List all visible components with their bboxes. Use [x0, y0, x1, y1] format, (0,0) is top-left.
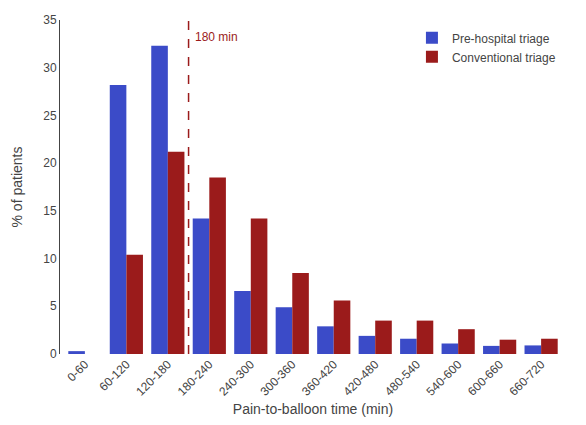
svg-text:Pre-hospital triage: Pre-hospital triage: [452, 32, 550, 46]
svg-text:30: 30: [43, 61, 57, 75]
svg-text:240-300: 240-300: [216, 357, 257, 398]
svg-text:120-180: 120-180: [133, 357, 174, 398]
svg-text:5: 5: [50, 299, 57, 313]
svg-text:% of patients: % of patients: [9, 147, 25, 228]
svg-text:480-540: 480-540: [382, 357, 423, 398]
svg-text:Conventional triage: Conventional triage: [452, 51, 556, 65]
svg-text:660-720: 660-720: [506, 357, 547, 398]
svg-text:35: 35: [43, 13, 57, 27]
svg-text:300-360: 300-360: [258, 357, 299, 398]
svg-text:180-240: 180-240: [175, 357, 216, 398]
svg-text:0: 0: [50, 347, 57, 361]
svg-text:25: 25: [43, 109, 57, 123]
svg-text:15: 15: [43, 204, 57, 218]
svg-text:10: 10: [43, 252, 57, 266]
svg-text:360-420: 360-420: [299, 357, 340, 398]
svg-text:180 min: 180 min: [195, 30, 238, 44]
svg-text:600-660: 600-660: [465, 357, 506, 398]
svg-text:540-600: 540-600: [423, 357, 464, 398]
svg-text:0-60: 0-60: [64, 357, 91, 384]
svg-text:20: 20: [43, 156, 57, 170]
svg-text:Pain-to-balloon time (min): Pain-to-balloon time (min): [233, 401, 393, 417]
svg-text:420-480: 420-480: [341, 357, 382, 398]
svg-text:60-120: 60-120: [96, 357, 133, 394]
